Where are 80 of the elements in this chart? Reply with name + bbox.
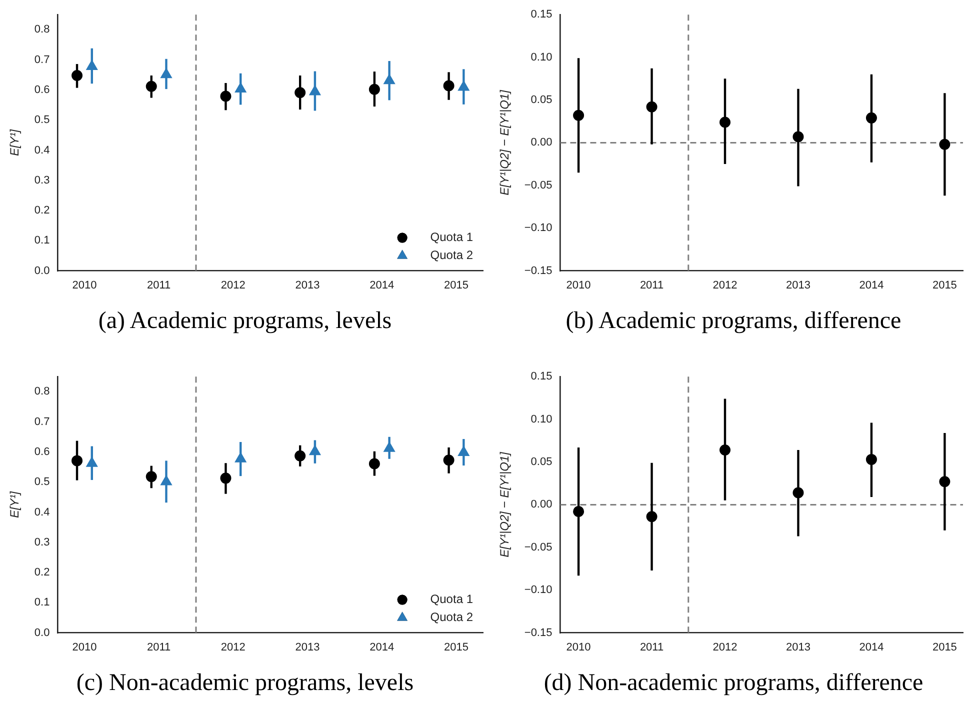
y-tick-label: −0.05 (524, 541, 552, 554)
y-tick-label: 0.7 (34, 54, 50, 66)
y-tick-label: −0.10 (524, 584, 552, 596)
y-tick-label: 0.2 (34, 204, 50, 217)
y-tick-label: 0.4 (34, 506, 50, 518)
point (573, 110, 584, 121)
y-tick-label: −0.05 (524, 179, 552, 192)
y-tick-label: −0.10 (524, 222, 552, 234)
legend-label: Quota 1 (430, 230, 474, 244)
text: (a) Academic programs, levels (97, 308, 393, 335)
y-tick-label: 0.5 (34, 114, 50, 126)
y-tick-label: 0.10 (530, 51, 552, 64)
x-tick-label: 2013 (786, 641, 810, 654)
point (646, 511, 658, 522)
x-tick-label: 2013 (295, 641, 320, 654)
x-tick-label: 2015 (444, 279, 468, 292)
y-tick-label: 0.00 (530, 136, 552, 149)
point (866, 112, 877, 124)
y-tick-label: 0.7 (34, 416, 50, 428)
y-axis-title: E[Y¹|Q2] − E[Y¹|Q1] (498, 451, 512, 558)
y-tick-label: 0.05 (530, 94, 552, 106)
y-tick-label: 0.0 (34, 264, 50, 277)
x-tick-label: 2010 (566, 641, 591, 654)
y-tick-label: 0.3 (34, 174, 50, 186)
y-tick-label: 0.3 (34, 536, 50, 548)
point (939, 476, 950, 488)
y-tick-label: 0.15 (530, 370, 552, 383)
x-tick-label: 2015 (932, 279, 957, 292)
point (720, 444, 730, 456)
y-tick-label: 0.1 (34, 596, 50, 609)
y-tick-label: −0.15 (524, 264, 552, 277)
y-tick-label: 0.6 (34, 446, 50, 458)
point (866, 454, 877, 465)
x-tick-label: 2011 (146, 279, 171, 292)
x-tick-label: 2015 (932, 641, 957, 654)
x-tick-label: 2014 (370, 279, 394, 292)
text: (c) Non-academic programs, levels (75, 670, 415, 697)
y-tick-label: 0.0 (34, 626, 50, 639)
y-tick-label: 0.5 (34, 476, 50, 488)
text: (b) Academic programs, difference (564, 308, 902, 335)
x-tick-label: 2013 (786, 279, 810, 292)
y-tick-label: −0.15 (524, 626, 552, 639)
y-axis-title: E[Y¹|Q2] − E[Y¹|Q1] (498, 89, 512, 196)
x-tick-label: 2013 (295, 279, 320, 292)
point (720, 116, 730, 128)
x-tick-label: 2010 (566, 279, 591, 292)
y-axis-title: E[Y¹] (8, 490, 22, 518)
x-tick-label: 2012 (712, 279, 738, 292)
legend-label: Quota 1 (430, 592, 474, 606)
y-tick-label: 0.1 (34, 234, 50, 247)
y-tick-label: 0.15 (530, 8, 552, 21)
y-tick-label: 0.2 (34, 566, 50, 579)
x-tick-label: 2010 (72, 641, 97, 654)
point (792, 487, 804, 498)
y-tick-label: 0.8 (34, 24, 50, 36)
point (792, 131, 804, 142)
x-tick-label: 2010 (72, 279, 97, 292)
legend-label: Quota 2 (430, 610, 474, 624)
x-tick-label: 2012 (220, 641, 246, 654)
y-axis-title: E[Y¹] (8, 128, 22, 156)
x-tick-label: 2012 (712, 641, 738, 654)
point (573, 506, 584, 518)
legend-label: Quota 2 (430, 248, 474, 262)
x-tick-label: 2011 (640, 279, 664, 292)
y-tick-label: 0.00 (530, 498, 552, 511)
y-tick-label: 0.8 (34, 386, 50, 398)
y-tick-label: 0.4 (34, 144, 50, 156)
y-tick-label: 0.6 (34, 84, 50, 96)
y-tick-label: 0.05 (530, 456, 552, 468)
point (646, 101, 658, 112)
x-tick-label: 2011 (640, 641, 664, 654)
x-tick-label: 2014 (370, 641, 394, 654)
x-tick-label: 2014 (859, 641, 884, 654)
x-tick-label: 2011 (146, 641, 171, 654)
text: (d) Non-academic programs, difference (542, 670, 924, 697)
x-tick-label: 2015 (444, 641, 468, 654)
y-tick-label: 0.10 (530, 413, 552, 426)
point (939, 138, 950, 150)
x-tick-label: 2014 (859, 279, 884, 292)
x-tick-label: 2012 (220, 279, 246, 292)
